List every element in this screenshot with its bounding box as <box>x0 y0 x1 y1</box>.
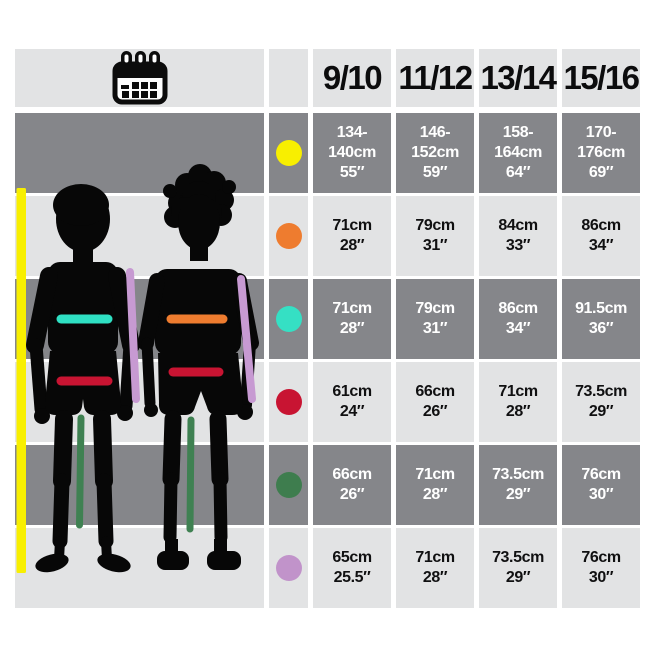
size-value-cell: 66cm 26″ <box>396 362 474 442</box>
column-header-age-11-12: 11/12 <box>396 49 474 107</box>
column-header-age-13-14: 13/14 <box>479 49 557 107</box>
dot-cell <box>269 279 308 359</box>
size-value-cell: 71cm 28″ <box>479 362 557 442</box>
inseam-line-green-boy <box>76 414 85 529</box>
calendar-header-cell <box>15 49 264 107</box>
dot-column-header-cell <box>269 49 308 107</box>
size-value-cell: 76cm 30″ <box>562 445 640 525</box>
calendar-icon <box>112 51 167 105</box>
height-line-yellow <box>16 188 26 573</box>
green-dot-icon <box>275 472 302 498</box>
size-value-cell: 71cm 28″ <box>313 196 391 276</box>
column-header-age-9-10: 9/10 <box>313 49 391 107</box>
size-value-cell: 73.5cm 29″ <box>479 528 557 608</box>
dot-cell <box>269 362 308 442</box>
illustration-panel <box>15 113 264 608</box>
size-value-cell: 79cm 31″ <box>396 196 474 276</box>
orange-dot-icon <box>275 223 302 249</box>
size-value-cell: 76cm 30″ <box>562 528 640 608</box>
size-value-cell: 158-164cm 64″ <box>479 113 557 193</box>
dot-cell <box>269 196 308 276</box>
column-header-age-15-16: 15/16 <box>562 49 640 107</box>
measurement-lines <box>56 268 256 533</box>
dot-cell <box>269 113 308 193</box>
size-value-cell: 71cm 28″ <box>396 445 474 525</box>
purple-dot-icon <box>275 555 302 581</box>
size-value-cell: 73.5cm 29″ <box>479 445 557 525</box>
boy-silhouette <box>26 184 140 573</box>
size-value-cell: 71cm 28″ <box>396 528 474 608</box>
size-value-cell: 66cm 26″ <box>313 445 391 525</box>
teal-dot-icon <box>275 306 302 332</box>
dot-cell <box>269 528 308 608</box>
size-value-cell: 73.5cm 29″ <box>562 362 640 442</box>
size-value-cell: 86cm 34″ <box>479 279 557 359</box>
sleeve-line-purple-boy <box>126 268 140 403</box>
size-value-cell: 146-152cm 59″ <box>396 113 474 193</box>
dot-cell <box>269 445 308 525</box>
size-value-cell: 61cm 24″ <box>313 362 391 442</box>
girl-silhouette <box>138 164 259 570</box>
size-value-cell: 65cm 25.5″ <box>313 528 391 608</box>
sleeve-line-purple-girl <box>237 275 256 403</box>
children-silhouettes <box>16 164 259 573</box>
size-value-cell: 84cm 33″ <box>479 196 557 276</box>
size-value-cell: 91.5cm 36″ <box>562 279 640 359</box>
size-value-cell: 71cm 28″ <box>313 279 391 359</box>
size-chart-grid: 9/10 11/12 13/14 15/16 <box>15 49 640 608</box>
size-value-cell: 86cm 34″ <box>562 196 640 276</box>
size-value-cell: 170-176cm 69″ <box>562 113 640 193</box>
size-value-cell: 134-140cm 55″ <box>313 113 391 193</box>
red-dot-icon <box>275 389 302 415</box>
yellow-dot-icon <box>275 140 302 166</box>
size-value-cell: 79cm 31″ <box>396 279 474 359</box>
inseam-line-green-girl <box>186 416 195 533</box>
